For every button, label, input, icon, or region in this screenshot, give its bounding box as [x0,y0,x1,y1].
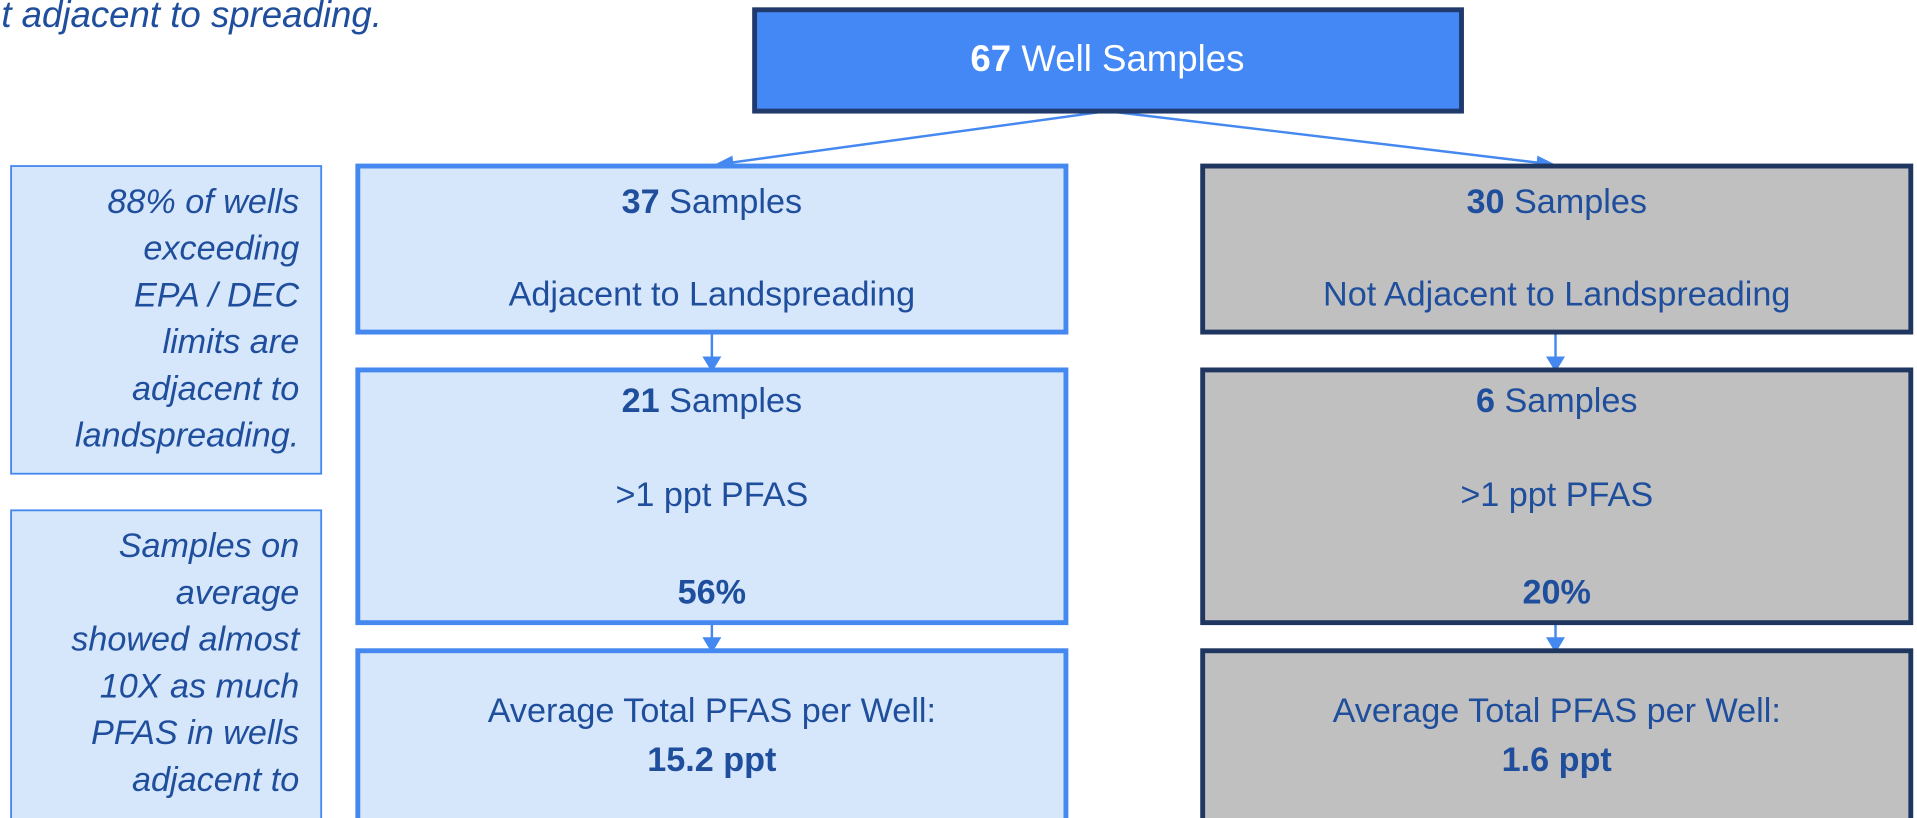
label: Samples [669,183,802,221]
node [1200,367,1914,626]
node [1200,163,1914,335]
label: Samples [1505,382,1638,420]
note-line: average [176,574,299,612]
header-fragment: t adjacent to spreading. [1,0,382,35]
label: Samples [669,382,802,420]
note-line: Samples on [119,527,299,565]
sublabel: Not Adjacent to Landspreading [1323,276,1790,314]
note-line: EPA / DEC [134,276,300,314]
note-line: limits are [162,323,299,361]
threshold: >1 ppt PFAS [1460,476,1653,514]
notes: 88% of wells exceeding EPA / DEC limits are… [71,183,300,799]
sublabel: Adjacent to Landspreading [509,276,916,314]
top-node [752,7,1464,114]
label: Samples [1514,183,1647,221]
percent: 20% [1523,574,1591,612]
avg-value: 1.6 ppt [1502,741,1612,779]
node-label: 6 Samples [1476,382,1637,420]
count: 30 [1467,183,1505,221]
top-label: 67 Well Samples [970,38,1244,79]
note-box [10,165,323,475]
avg-label: Average Total PFAS per Well: [1333,692,1781,730]
space [1505,183,1515,221]
count: 67 [970,38,1011,79]
count: 6 [1476,382,1495,420]
note-line: exceeding [143,230,299,268]
space [1495,382,1505,420]
avg-label: Average Total PFAS per Well: [488,692,936,730]
space [660,183,670,221]
note-line: showed almost [71,621,300,659]
node-label: 30 Samples [1467,183,1647,221]
note-line: PFAS in wells [91,714,299,752]
note-line: adjacent to [132,370,299,408]
note-line: adjacent to [132,761,299,799]
node [355,163,1069,335]
note-line: 10X as much [100,667,299,705]
threshold: >1 ppt PFAS [615,476,808,514]
space [1011,38,1021,79]
node-label: 37 Samples [622,183,802,221]
note-box [10,509,323,818]
space [660,382,670,420]
node [355,648,1069,818]
node [1200,648,1914,818]
count: 21 [622,382,660,420]
note-line: 88% of wells [107,183,299,221]
count: 37 [622,183,660,221]
node-label: 21 Samples [622,382,802,420]
branches: 37 Samples Adjacent to Landspreading 21 Sa… [355,163,1914,818]
avg-value: 15.2 ppt [647,741,776,779]
label: Well Samples [1021,38,1244,79]
percent: 56% [678,574,746,612]
note-line: landspreading. [75,417,299,455]
node [355,367,1069,626]
